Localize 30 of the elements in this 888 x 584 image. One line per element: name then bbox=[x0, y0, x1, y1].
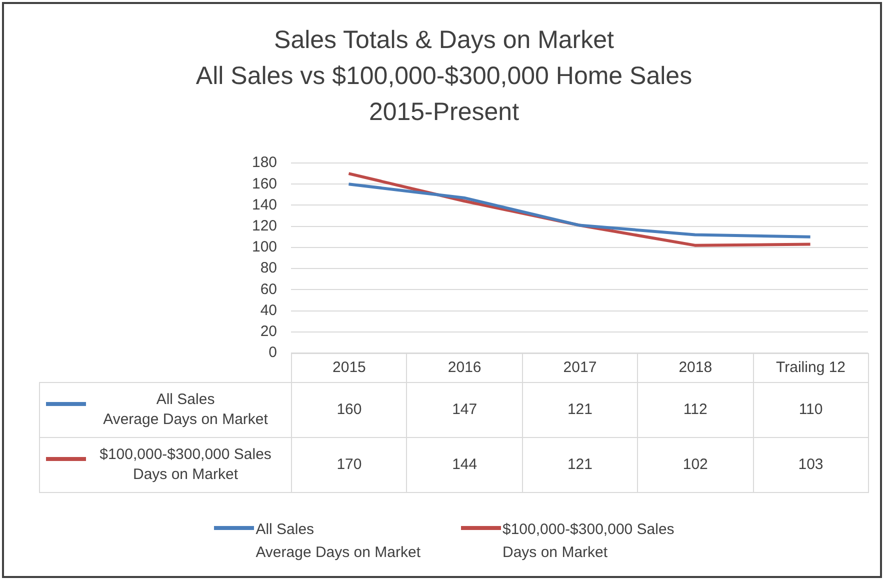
data-label: 170 bbox=[292, 437, 407, 492]
y-tick-label: 40 bbox=[260, 302, 278, 319]
data-label: 121 bbox=[522, 437, 638, 492]
y-tick-label: 20 bbox=[260, 323, 278, 340]
y-tick-label: 0 bbox=[268, 344, 278, 362]
data-label: 103 bbox=[753, 437, 868, 492]
y-tick-label: 80 bbox=[260, 260, 278, 277]
chart-title: Sales Totals & Days on Market bbox=[274, 26, 614, 54]
x-tick-label: 2018 bbox=[638, 354, 754, 382]
y-tick-label: 140 bbox=[252, 196, 278, 214]
y-tick-label: 120 bbox=[252, 217, 278, 234]
y-tick-label: 60 bbox=[260, 280, 278, 298]
text: $100,000-$300,000 Sales Days on Market bbox=[502, 521, 674, 561]
y-tick-label: 160 bbox=[252, 175, 278, 192]
legend-label: All Sales Average Days on Market bbox=[256, 520, 420, 563]
y-tick-label: 180 bbox=[252, 154, 278, 172]
x-tick-label: 2016 bbox=[406, 354, 522, 382]
data-label: 121 bbox=[522, 382, 638, 437]
y-tick-label: 100 bbox=[252, 238, 278, 256]
data-label: 147 bbox=[406, 382, 522, 437]
data-label: 110 bbox=[753, 382, 868, 437]
x-tick-label: Trailing 12 bbox=[753, 354, 868, 382]
text: All Sales Average Days on Market bbox=[103, 390, 268, 428]
x-tick-label: 2015 bbox=[292, 354, 407, 382]
x-tick-label: 2017 bbox=[522, 354, 638, 382]
legend-label: $100,000-$300,000 Sales Days on Market bbox=[98, 444, 272, 484]
chart-subtitle: All Sales vs $100,000-$300,000 Home Sales 2015-Present bbox=[196, 62, 692, 126]
data-label: 102 bbox=[638, 437, 754, 492]
data-label: 144 bbox=[406, 437, 522, 492]
data-label: 112 bbox=[638, 382, 754, 437]
